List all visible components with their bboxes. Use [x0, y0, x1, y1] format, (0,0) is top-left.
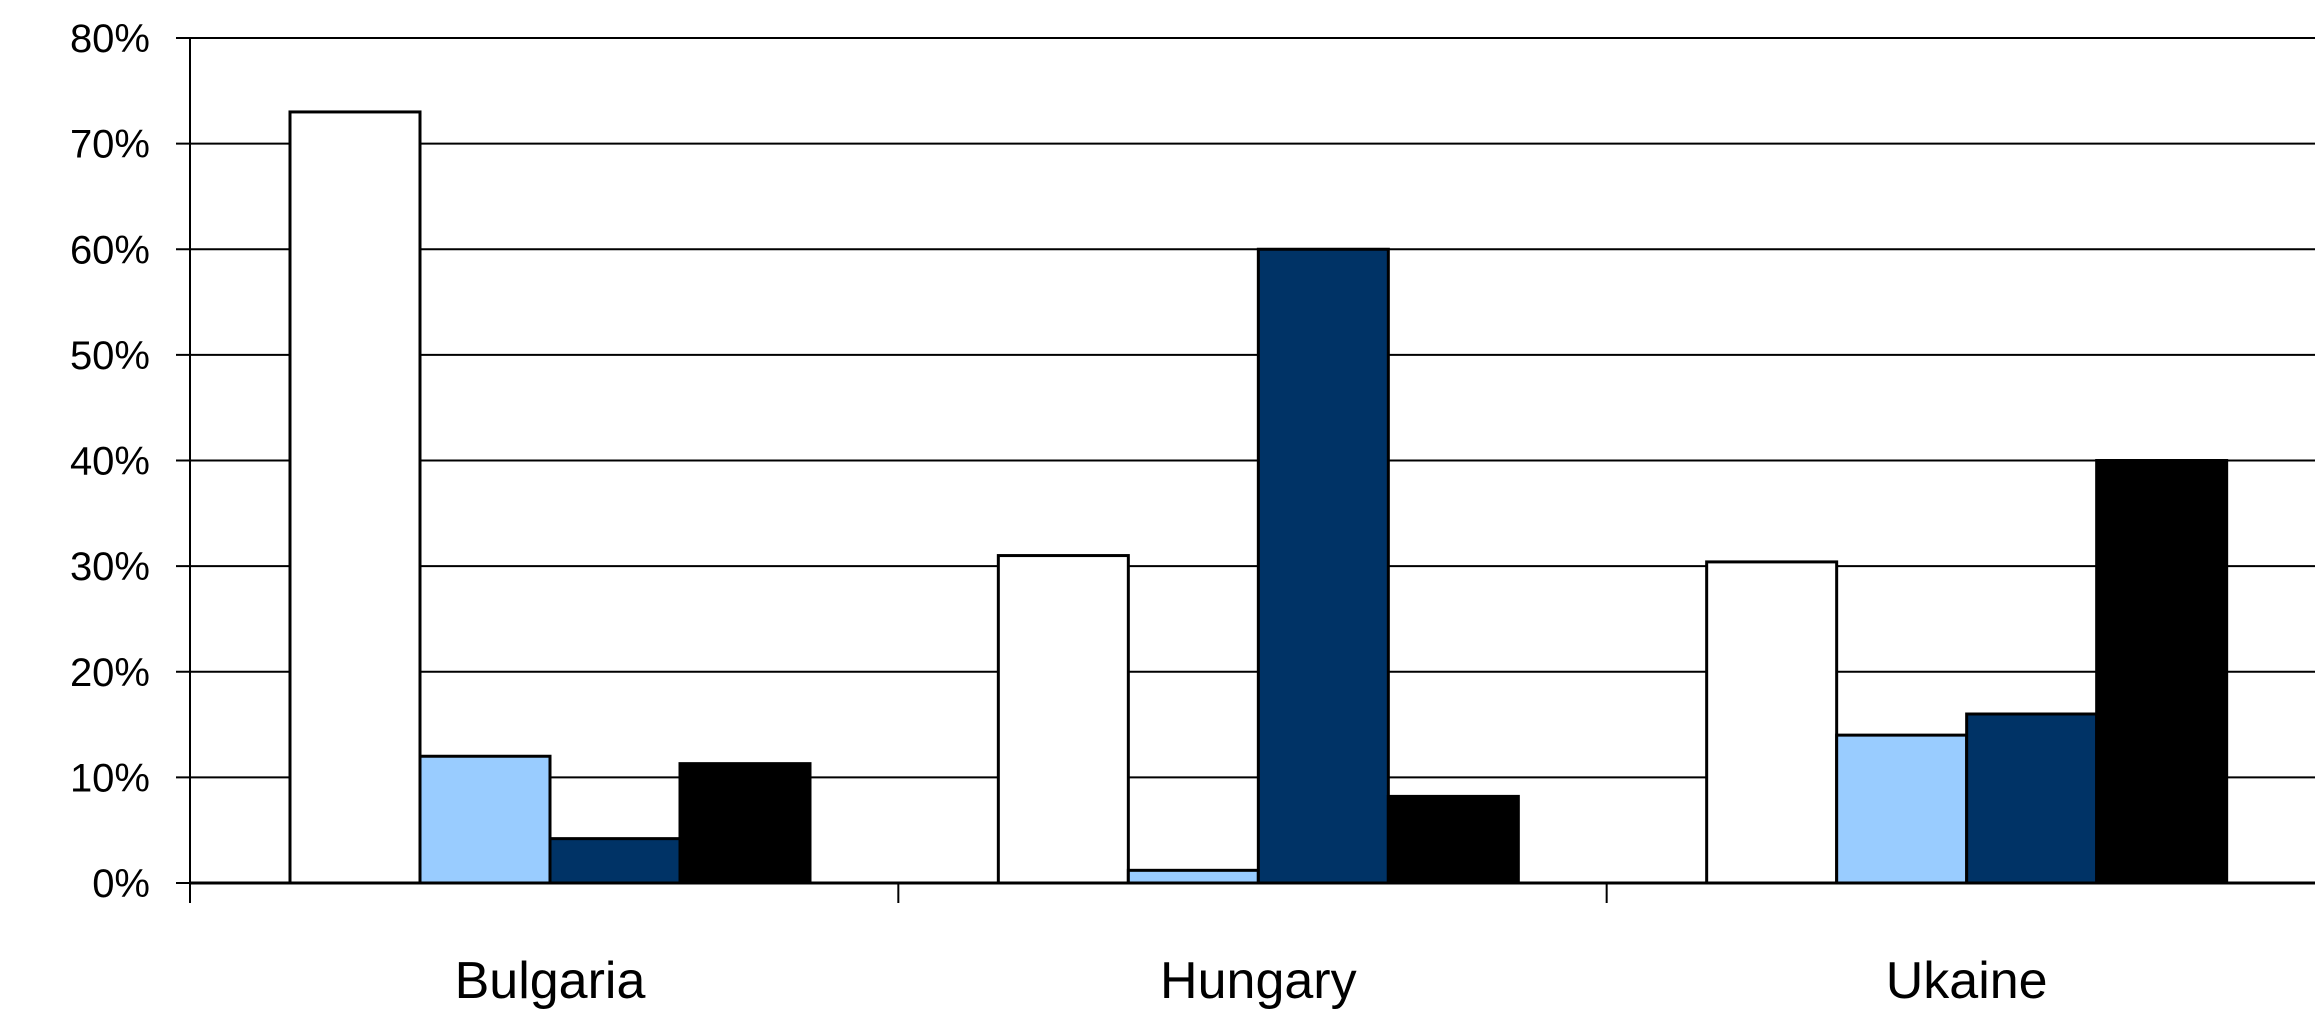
x-category-label: Ukaine [1886, 952, 2048, 1010]
bar-ukaine-series-1 [1705, 560, 1839, 885]
bar-ukaine-series-4 [2095, 459, 2229, 885]
bar-ukaine-series-2 [1835, 733, 1969, 885]
bar-hungary-series-4 [1386, 794, 1520, 885]
y-tick-label: 70% [70, 123, 150, 167]
bar-hungary-series-2 [1126, 868, 1260, 885]
x-category-label: Hungary [1160, 952, 1357, 1010]
bar-bulgaria-series-1 [288, 110, 422, 885]
y-tick-label: 50% [70, 334, 150, 378]
bar-hungary-series-3 [1256, 247, 1390, 885]
bar-bulgaria-series-4 [678, 762, 812, 885]
axis-labels: 0% 10% 20% 30% 40% 50% 60% 70% 80% Bulgaria Hungar… [70, 17, 2048, 1010]
axes [176, 37, 2315, 903]
bar-hungary-series-1 [996, 554, 1130, 885]
y-tick-label: 60% [70, 228, 150, 272]
bars [288, 110, 2229, 885]
y-tick-label: 10% [70, 756, 150, 800]
gridlines [190, 37, 2315, 779]
bar-ukaine-series-3 [1965, 712, 2099, 885]
y-tick-label: 20% [70, 651, 150, 695]
y-tick-label: 80% [70, 17, 150, 61]
y-tick-label: 40% [70, 440, 150, 484]
y-tick-label: 0% [92, 862, 150, 906]
x-category-label: Bulgaria [455, 952, 646, 1010]
bar-bulgaria-series-3 [548, 837, 682, 885]
bar-bulgaria-series-2 [418, 754, 552, 885]
y-tick-label: 30% [70, 545, 150, 589]
